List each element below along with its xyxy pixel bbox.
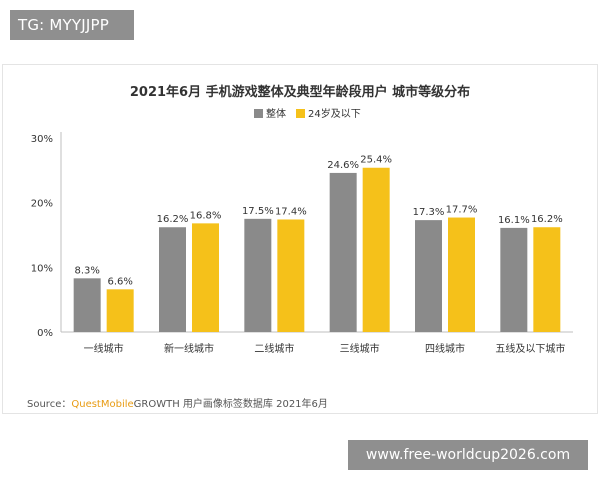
y-tick-label: 20% bbox=[31, 199, 53, 210]
source-rest: GROWTH 用户画像标签数据库 2021年6月 bbox=[133, 399, 328, 410]
bar-value-label: 6.6% bbox=[107, 276, 132, 287]
chart-card: 2021年6月 手机游戏整体及典型年龄段用户 城市等级分布整体 24岁及以下 0% 1… bbox=[2, 64, 598, 414]
source-brand: QuestMobile bbox=[71, 399, 134, 410]
bar bbox=[415, 220, 442, 332]
bar-value-label: 17.7% bbox=[446, 205, 478, 216]
bar bbox=[448, 217, 475, 332]
bar bbox=[106, 289, 134, 332]
bar bbox=[192, 223, 219, 332]
y-tick-label: 0% bbox=[37, 328, 53, 339]
x-tick-label: 三线城市 bbox=[340, 342, 380, 355]
bar bbox=[362, 167, 390, 332]
bar bbox=[533, 227, 561, 332]
bar-value-label: 25.4% bbox=[360, 155, 392, 166]
chart-title: 2021年6月 手机游戏整体及典型年龄段用户 城市等级分布 bbox=[130, 84, 470, 100]
bar-value-label: 24.6% bbox=[327, 160, 359, 171]
legend-label-2: 24岁及以下 bbox=[308, 107, 361, 120]
bar-value-label: 16.1% bbox=[498, 215, 530, 226]
bar bbox=[500, 227, 528, 332]
bar bbox=[329, 172, 357, 332]
bar bbox=[244, 218, 272, 332]
bar-value-label: 17.4% bbox=[275, 206, 307, 217]
watermark-banner: www.free-worldcup2026.com bbox=[348, 440, 588, 470]
bar-value-label: 17.3% bbox=[413, 207, 445, 218]
x-tick-label: 四线城市 bbox=[425, 342, 465, 355]
bar-value-label: 16.8% bbox=[190, 210, 222, 221]
bar-value-label: 16.2% bbox=[531, 214, 563, 225]
bar bbox=[73, 278, 101, 332]
bar-value-label: 16.2% bbox=[157, 214, 189, 225]
legend-swatch-1 bbox=[254, 109, 263, 118]
y-tick-label: 30% bbox=[31, 134, 53, 145]
bar-value-label: 17.5% bbox=[242, 206, 274, 217]
x-tick-label: 一线城市 bbox=[84, 342, 124, 355]
source-prefix: Source： bbox=[27, 399, 72, 410]
tg-badge: TG: MYYJJPP bbox=[10, 10, 134, 40]
legend-swatch-2 bbox=[296, 109, 305, 118]
bar bbox=[277, 219, 305, 332]
x-tick-label: 二线城市 bbox=[254, 342, 294, 355]
x-tick-label: 新一线城市 bbox=[164, 342, 214, 355]
bar-value-label: 8.3% bbox=[74, 265, 99, 276]
y-tick-label: 10% bbox=[31, 263, 53, 274]
bar bbox=[159, 227, 186, 332]
source-note: Source：QuestMobileGROWTH 用户画像标签数据库 2021年… bbox=[27, 395, 328, 410]
x-tick-label: 五线及以下城市 bbox=[495, 342, 565, 355]
legend-label-1: 整体 bbox=[266, 107, 286, 120]
